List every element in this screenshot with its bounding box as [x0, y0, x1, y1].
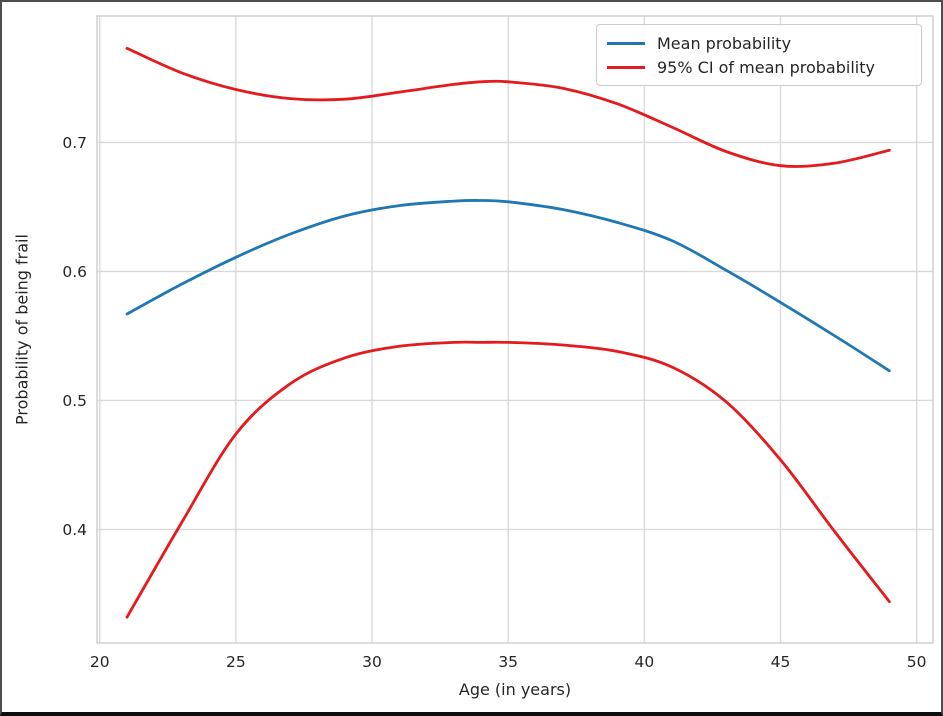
x-tick-label: 25 — [226, 653, 246, 671]
x-tick-label: 20 — [90, 653, 110, 671]
x-tick-label: 30 — [362, 653, 382, 671]
x-tick-label: 50 — [907, 653, 927, 671]
legend-line-swatch — [607, 65, 645, 69]
y-tick-label: 0.6 — [62, 263, 87, 281]
y-tick-label: 0.7 — [62, 134, 87, 152]
plot-spines — [96, 15, 934, 644]
legend-box: Mean probability 95% CI of mean probabili… — [596, 24, 922, 86]
x-axis-label: Age (in years) — [458, 680, 572, 699]
x-tick-label: 40 — [634, 653, 654, 671]
legend-label: Mean probability — [657, 33, 792, 53]
y-tick-label: 0.4 — [62, 521, 87, 539]
y-tick-label: 0.5 — [62, 392, 87, 410]
legend-line-swatch — [607, 41, 645, 45]
x-tick-label: 45 — [771, 653, 791, 671]
series-line-1 — [125, 46, 891, 168]
legend-item-0: Mean probability — [607, 34, 911, 53]
plot-area — [97, 16, 933, 643]
series-line-2 — [125, 340, 891, 619]
series-line-0 — [125, 199, 891, 373]
x-tick-label: 35 — [498, 653, 518, 671]
legend-item-1: 95% CI of mean probability — [607, 58, 911, 77]
y-axis-label: Probability of being frail — [12, 234, 32, 425]
legend-label: 95% CI of mean probability — [657, 57, 875, 77]
